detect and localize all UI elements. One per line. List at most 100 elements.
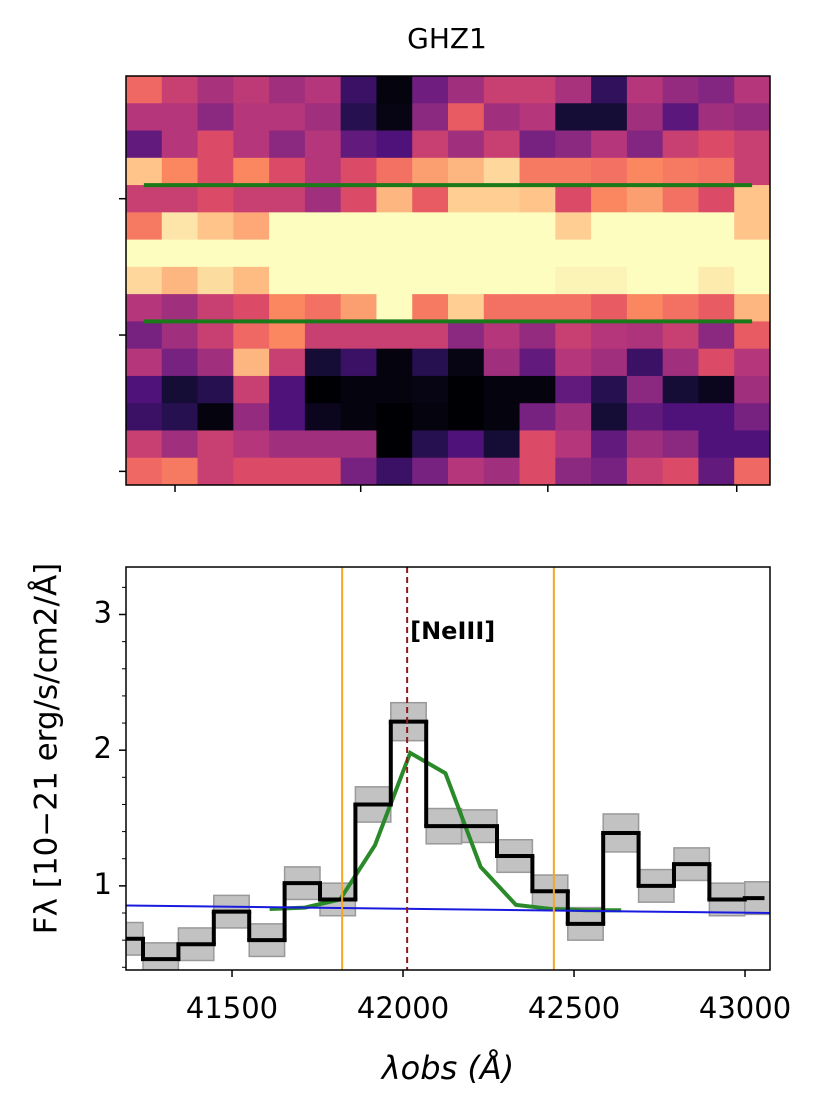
- heatmap-cell: [555, 348, 592, 377]
- heatmap-cell: [197, 348, 234, 377]
- heatmap-cell: [519, 76, 556, 104]
- heatmap-cell: [555, 430, 592, 459]
- heatmap-cell: [340, 130, 377, 159]
- heatmap-cell: [555, 321, 592, 350]
- heatmap-cell: [519, 103, 556, 132]
- heatmap-cell: [126, 348, 163, 377]
- heatmap-cell: [304, 76, 342, 104]
- heatmap-cell: [662, 403, 699, 431]
- heatmap-cell: [662, 76, 699, 104]
- heatmap-cell: [161, 321, 199, 350]
- heatmap-cell: [340, 457, 377, 486]
- heatmap-cell: [626, 430, 664, 459]
- heatmap-cell: [555, 212, 592, 241]
- heatmap-cell: [340, 185, 377, 213]
- heatmap-cell: [197, 294, 234, 322]
- heatmap-cell: [161, 130, 199, 159]
- heatmap-cell: [376, 266, 413, 295]
- heatmap-cell: [376, 348, 413, 377]
- heatmap-cell: [555, 103, 592, 132]
- heatmap-cell: [197, 76, 234, 104]
- heatmap-cell: [698, 185, 735, 213]
- heatmap-cell: [662, 130, 699, 159]
- heatmap-cell: [734, 321, 771, 350]
- y-tick-label: 3: [94, 595, 112, 629]
- heatmap-cell: [519, 430, 556, 459]
- heatmap-cell: [412, 239, 449, 268]
- heatmap-cell: [269, 321, 306, 350]
- heatmap-cell: [269, 130, 306, 159]
- heatmap-cell: [591, 185, 628, 213]
- heatmap-cell: [448, 321, 485, 350]
- heatmap-cell: [448, 76, 485, 104]
- axes-frame: [125, 566, 771, 971]
- heatmap-cell: [662, 103, 699, 132]
- heatmap-cell: [483, 457, 521, 486]
- heatmap-cell: [698, 403, 735, 431]
- heatmap-cell: [734, 294, 771, 322]
- heatmap-cell: [483, 403, 521, 431]
- heatmap-cell: [126, 457, 163, 486]
- heatmap-cell: [340, 266, 377, 295]
- heatmap-cell: [304, 375, 342, 404]
- heatmap-cell: [555, 185, 592, 213]
- heatmap-cell: [126, 103, 163, 132]
- heatmap-cell: [448, 403, 485, 431]
- heatmap-cell: [448, 103, 485, 132]
- heatmap-cell: [269, 294, 306, 322]
- heatmap-cell: [662, 321, 699, 350]
- continuum-line: [126, 904, 770, 915]
- heatmap-cell: [626, 321, 664, 350]
- heatmap-cell: [483, 185, 521, 213]
- heatmap-cell: [304, 348, 342, 377]
- heatmap-cell: [126, 76, 163, 104]
- heatmap-cell: [555, 375, 592, 404]
- heatmap-cell: [483, 76, 521, 104]
- heatmap-cell: [483, 103, 521, 132]
- heatmap-cell: [448, 212, 485, 241]
- heatmap-cell: [197, 157, 234, 186]
- heatmap-cell: [304, 266, 342, 295]
- heatmap-cell: [591, 348, 628, 377]
- x-tick-label: 42000: [357, 991, 449, 1025]
- heatmap-cell: [376, 185, 413, 213]
- heatmap-cell: [555, 294, 592, 322]
- heatmap-cell: [126, 212, 163, 241]
- heatmap-cell: [412, 321, 449, 350]
- heatmap-cell: [662, 348, 699, 377]
- heatmap-cell: [233, 185, 270, 213]
- heatmap-cell: [126, 157, 163, 186]
- heatmap-cell: [269, 185, 306, 213]
- heatmap-cell: [662, 239, 699, 268]
- heatmap-cell: [519, 375, 556, 404]
- heatmap-cell: [197, 239, 234, 268]
- heatmap-cell: [304, 103, 342, 132]
- heatmap-cell: [519, 212, 556, 241]
- heatmap-cell: [662, 185, 699, 213]
- heatmap-cell: [519, 266, 556, 295]
- heatmap-cell: [698, 239, 735, 268]
- heatmap-cell: [734, 457, 771, 486]
- heatmap-cell: [376, 321, 413, 350]
- heatmap-cell: [161, 430, 199, 459]
- heatmap-cell: [662, 266, 699, 295]
- heatmap-cell: [555, 130, 592, 159]
- heatmap-cell: [483, 375, 521, 404]
- heatmap-cell: [698, 266, 735, 295]
- heatmap-cell: [448, 157, 485, 186]
- heatmap-cell: [126, 294, 163, 322]
- heatmap-cell: [448, 185, 485, 213]
- heatmap-cell: [519, 321, 556, 350]
- heatmap-cell: [161, 76, 199, 104]
- heatmap-cell: [662, 430, 699, 459]
- heatmap-cell: [483, 348, 521, 377]
- heatmap-cell: [161, 348, 199, 377]
- heatmap-cell: [161, 375, 199, 404]
- heatmap-cell: [376, 239, 413, 268]
- heatmap-cell: [269, 212, 306, 241]
- x-tick-label: 42500: [528, 991, 620, 1025]
- heatmap-cell: [340, 430, 377, 459]
- heatmap-cell: [161, 294, 199, 322]
- heatmap-cell: [448, 375, 485, 404]
- heatmap-cell: [340, 294, 377, 322]
